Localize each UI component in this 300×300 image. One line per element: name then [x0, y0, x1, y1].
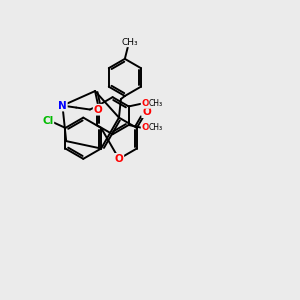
Text: CH₃: CH₃ — [149, 123, 163, 132]
Text: O: O — [142, 123, 149, 132]
Text: N: N — [58, 100, 67, 111]
Text: O: O — [142, 99, 149, 108]
Text: Cl: Cl — [42, 116, 53, 126]
Text: CH₃: CH₃ — [122, 38, 138, 47]
Text: O: O — [115, 154, 123, 164]
Text: O: O — [142, 107, 151, 117]
Text: O: O — [94, 105, 102, 115]
Text: CH₃: CH₃ — [149, 99, 163, 108]
